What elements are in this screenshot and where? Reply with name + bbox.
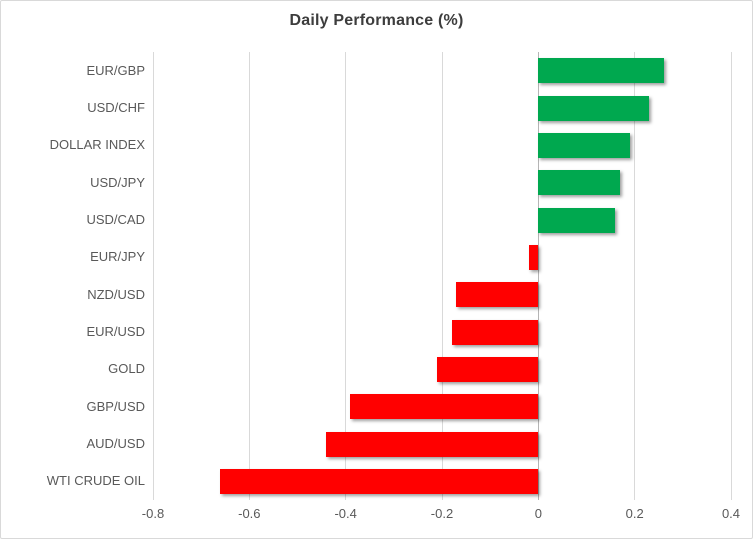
bar-eur-usd (451, 319, 539, 345)
bar-usd-cad (538, 207, 616, 233)
bar-eur-gbp (538, 58, 664, 84)
category-label: EUR/USD (86, 324, 145, 339)
category-label: EUR/GBP (86, 62, 145, 78)
category-label: USD/JPY (90, 174, 145, 190)
x-tick-label: -0.4 (334, 506, 357, 521)
x-tick-label: 0.4 (721, 506, 741, 521)
x-tick-label: -0.2 (430, 506, 454, 521)
category-label: USD/CAD (86, 212, 145, 227)
gridline (634, 52, 636, 500)
bar-wti-crude-oil (220, 468, 539, 494)
x-tick-label: -0.8 (141, 506, 165, 521)
x-tick-label: 0 (534, 506, 542, 521)
bar-aud-usd (326, 431, 539, 457)
x-tick-label: -0.6 (238, 506, 261, 521)
bar-eur-jpy (528, 244, 539, 270)
x-tick-label: 0.2 (625, 506, 644, 521)
gridline (152, 52, 154, 500)
bar-gbp-usd (350, 394, 539, 420)
chart-title: Daily Performance (%) (289, 12, 464, 29)
category-label: NZD/USD (87, 286, 145, 302)
bar-nzd-usd (456, 282, 539, 308)
category-label: WTI CRUDE OIL (46, 473, 145, 489)
zero-axis-line (537, 52, 539, 500)
gridline (345, 52, 347, 500)
category-label: USD/CHF (87, 100, 145, 115)
gridline (730, 52, 732, 500)
bar-usd-jpy (538, 170, 621, 196)
category-label: DOLLAR INDEX (49, 137, 145, 153)
gridline (441, 52, 443, 500)
category-label: GBP/USD (86, 398, 145, 414)
bar-dollar-index (538, 132, 630, 158)
category-label: AUD/USD (86, 436, 145, 451)
category-label: GOLD (108, 361, 145, 377)
bar-gold (437, 356, 539, 382)
gridline (248, 52, 250, 500)
category-label: EUR/JPY (90, 249, 145, 265)
bar-usd-chf (538, 95, 650, 121)
